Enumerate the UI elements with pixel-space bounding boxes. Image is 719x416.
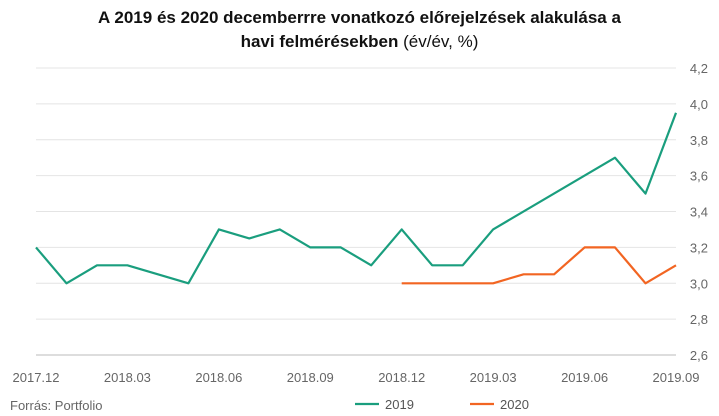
x-tick-label: 2018.12 [378, 370, 425, 385]
y-tick-label: 4,2 [690, 61, 708, 76]
legend-label-2019: 2019 [385, 397, 414, 412]
x-tick-label: 2018.03 [104, 370, 151, 385]
x-tick-label: 2017.12 [13, 370, 60, 385]
series-line-2020 [401, 246, 677, 285]
chart-title-line2: havi felmérésekben (év/év, %) [0, 30, 719, 54]
chart-title: A 2019 és 2020 decemberrre vonatkozó elő… [0, 6, 719, 54]
y-tick-label: 3,4 [690, 205, 708, 220]
chart-title-unit: (év/év, %) [403, 32, 479, 51]
y-tick-label: 4,0 [690, 97, 708, 112]
x-tick-label: 2018.06 [195, 370, 242, 385]
y-tick-label: 2,6 [690, 348, 708, 363]
y-tick-label: 3,2 [690, 240, 708, 255]
x-tick-label: 2019.03 [470, 370, 517, 385]
series-line-2019 [35, 112, 678, 285]
y-tick-label: 3,8 [690, 133, 708, 148]
y-tick-label: 2,8 [690, 312, 708, 327]
chart-title-line2-text: havi felmérésekben [240, 32, 399, 51]
x-tick-label: 2018.09 [287, 370, 334, 385]
y-tick-label: 3,0 [690, 276, 708, 291]
legend-label-2020: 2020 [500, 397, 529, 412]
x-tick-label: 2019.06 [561, 370, 608, 385]
source-note: Forrás: Portfolio [10, 398, 102, 413]
y-tick-label: 3,6 [690, 169, 708, 184]
chart-title-line1: A 2019 és 2020 decemberrre vonatkozó elő… [98, 8, 621, 27]
x-tick-label: 2019.09 [653, 370, 700, 385]
